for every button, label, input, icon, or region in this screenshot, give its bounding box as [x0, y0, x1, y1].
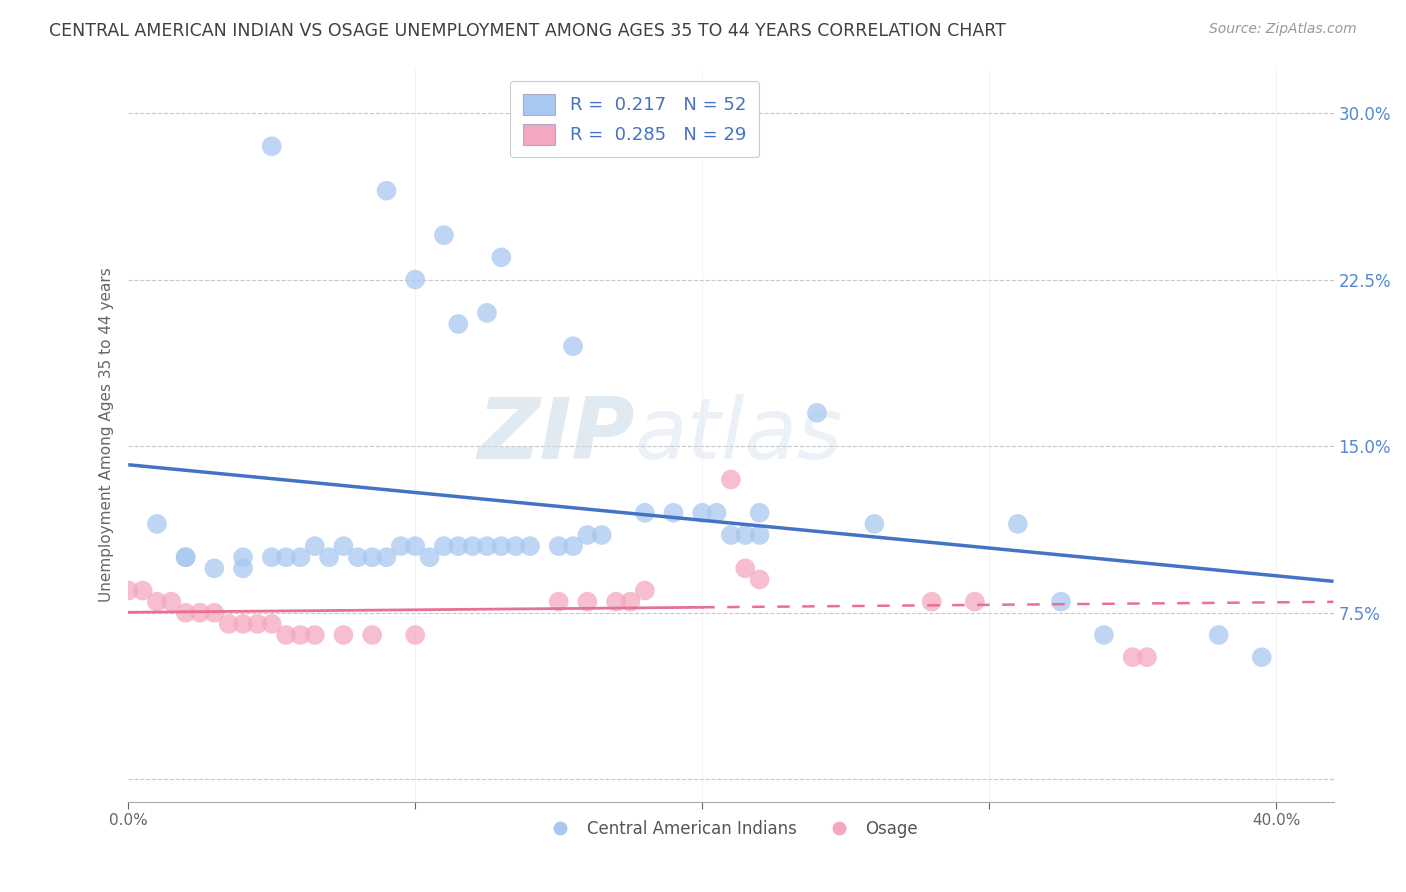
Point	[290, 628, 312, 642]
Point	[748, 573, 770, 587]
Point	[491, 539, 513, 553]
Point	[461, 539, 484, 553]
Point	[232, 616, 254, 631]
Point	[1007, 516, 1029, 531]
Point	[547, 594, 569, 608]
Point	[131, 583, 153, 598]
Point	[290, 550, 312, 565]
Point	[963, 594, 986, 608]
Point	[562, 339, 585, 353]
Point	[475, 539, 498, 553]
Y-axis label: Unemployment Among Ages 35 to 44 years: Unemployment Among Ages 35 to 44 years	[100, 268, 114, 602]
Point	[447, 317, 470, 331]
Point	[332, 628, 354, 642]
Point	[332, 539, 354, 553]
Point	[260, 139, 283, 153]
Point	[562, 539, 585, 553]
Text: atlas: atlas	[634, 393, 842, 476]
Point	[619, 594, 641, 608]
Point	[1092, 628, 1115, 642]
Point	[404, 272, 426, 286]
Point	[375, 550, 398, 565]
Point	[1122, 650, 1144, 665]
Point	[361, 550, 384, 565]
Point	[1250, 650, 1272, 665]
Point	[304, 628, 326, 642]
Point	[174, 550, 197, 565]
Point	[863, 516, 886, 531]
Text: CENTRAL AMERICAN INDIAN VS OSAGE UNEMPLOYMENT AMONG AGES 35 TO 44 YEARS CORRELAT: CENTRAL AMERICAN INDIAN VS OSAGE UNEMPLO…	[49, 22, 1007, 40]
Point	[591, 528, 613, 542]
Point	[576, 594, 599, 608]
Point	[433, 539, 456, 553]
Point	[246, 616, 269, 631]
Point	[519, 539, 541, 553]
Point	[734, 528, 756, 542]
Point	[202, 606, 225, 620]
Legend: Central American Indians, Osage: Central American Indians, Osage	[537, 814, 925, 845]
Point	[218, 616, 240, 631]
Point	[274, 628, 297, 642]
Point	[748, 528, 770, 542]
Point	[734, 561, 756, 575]
Point	[634, 583, 657, 598]
Point	[605, 594, 627, 608]
Point	[720, 528, 742, 542]
Point	[404, 628, 426, 642]
Point	[576, 528, 599, 542]
Point	[706, 506, 728, 520]
Point	[547, 539, 569, 553]
Point	[921, 594, 943, 608]
Point	[232, 550, 254, 565]
Point	[447, 539, 470, 553]
Text: ZIP: ZIP	[477, 393, 634, 476]
Point	[433, 228, 456, 243]
Point	[260, 616, 283, 631]
Point	[720, 473, 742, 487]
Point	[146, 516, 169, 531]
Point	[806, 406, 828, 420]
Point	[475, 306, 498, 320]
Point	[690, 506, 713, 520]
Point	[232, 561, 254, 575]
Point	[634, 506, 657, 520]
Point	[188, 606, 211, 620]
Point	[375, 184, 398, 198]
Point	[174, 550, 197, 565]
Point	[1208, 628, 1230, 642]
Point	[274, 550, 297, 565]
Point	[419, 550, 441, 565]
Point	[389, 539, 412, 553]
Point	[202, 561, 225, 575]
Point	[1136, 650, 1159, 665]
Point	[404, 539, 426, 553]
Point	[174, 606, 197, 620]
Point	[117, 583, 139, 598]
Point	[491, 250, 513, 264]
Point	[146, 594, 169, 608]
Point	[505, 539, 527, 553]
Point	[304, 539, 326, 553]
Point	[1050, 594, 1073, 608]
Point	[748, 506, 770, 520]
Point	[260, 550, 283, 565]
Point	[662, 506, 685, 520]
Point	[318, 550, 340, 565]
Point	[160, 594, 183, 608]
Point	[361, 628, 384, 642]
Text: Source: ZipAtlas.com: Source: ZipAtlas.com	[1209, 22, 1357, 37]
Point	[346, 550, 368, 565]
